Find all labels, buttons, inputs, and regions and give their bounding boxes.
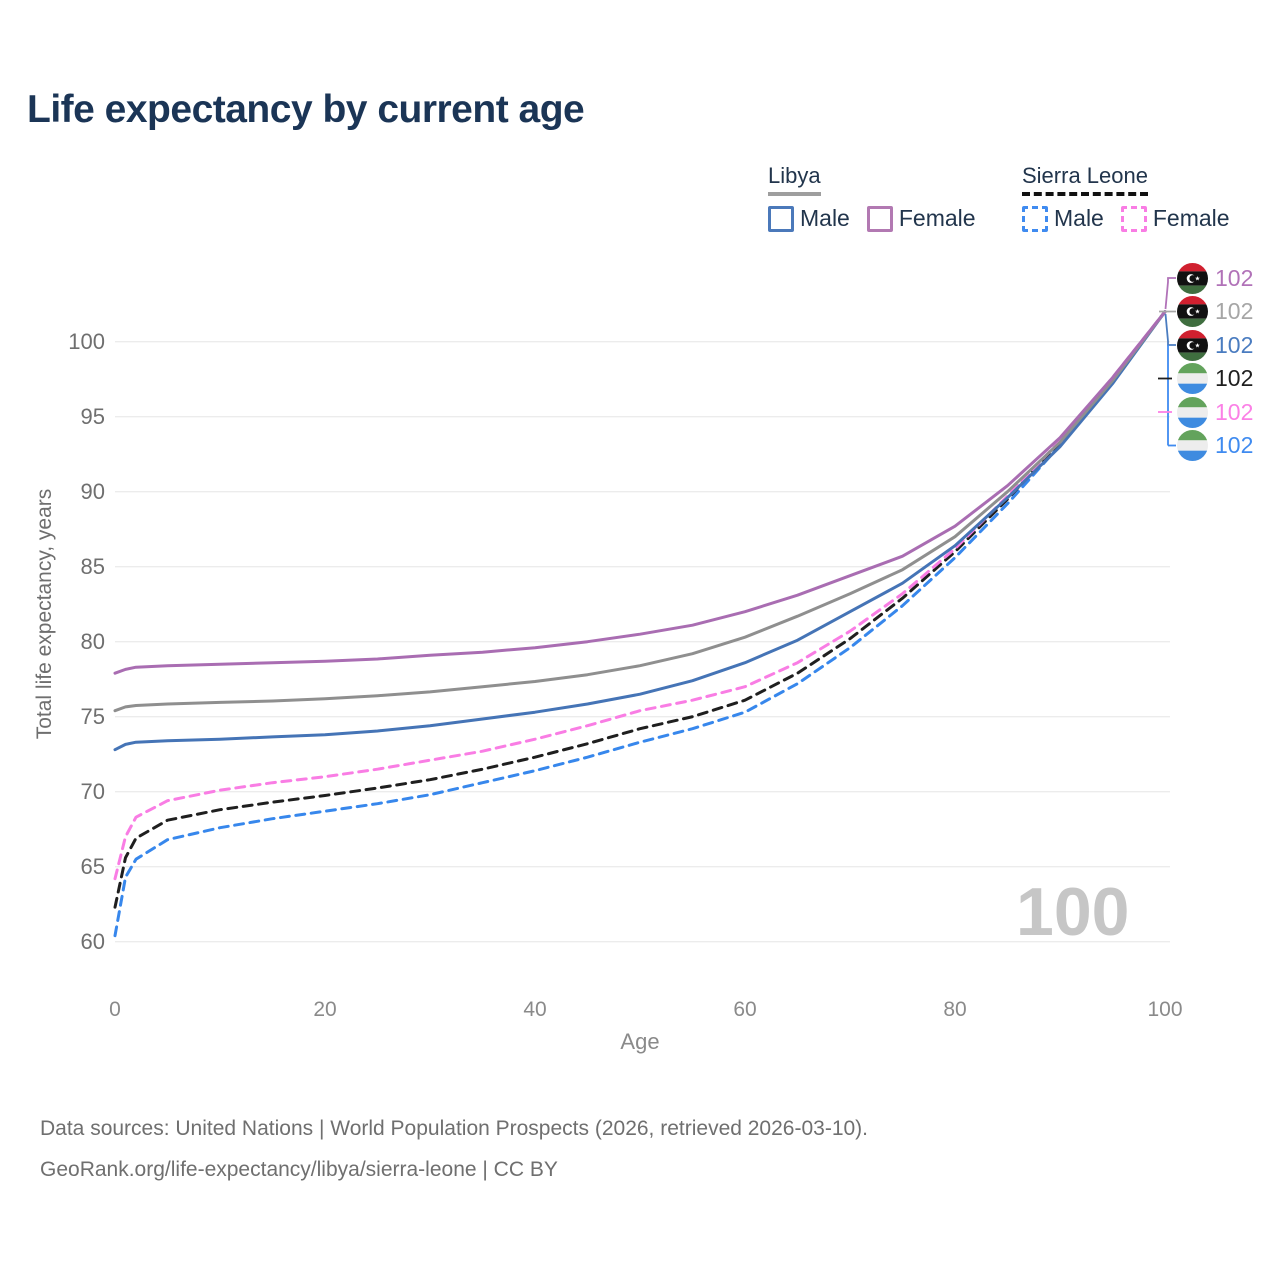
sierra-leone-flag-icon [1177, 430, 1208, 461]
y-tick-label: 95 [80, 403, 105, 429]
series-line-libya-male[interactable] [113, 310, 1167, 752]
end-label-row-sierra-leone-female[interactable]: 102 [1177, 396, 1254, 428]
legend-group-libya: Libya Male Female [768, 163, 976, 232]
sierra-leone-flag-icon [1177, 363, 1208, 394]
legend-sierra-leone-header[interactable]: Sierra Leone [1022, 163, 1148, 196]
x-tick-label: 60 [733, 998, 757, 1021]
x-tick-label: 40 [523, 998, 547, 1021]
y-axis-title: Total life expectancy, years [33, 488, 56, 740]
libya-female-swatch-icon[interactable] [866, 205, 893, 232]
end-label-row-sierra-leone[interactable]: 102 [1177, 363, 1253, 394]
series-line-sierra-leone[interactable] [113, 310, 1167, 909]
x-tick-label: 80 [943, 998, 967, 1021]
sierra-leone-male-swatch-icon[interactable] [1022, 205, 1048, 232]
end-label-value: 102 [1215, 398, 1254, 425]
end-label-row-libya-male[interactable]: 102 [1177, 329, 1254, 361]
series-line-libya[interactable] [113, 310, 1167, 713]
end-label-connector [1164, 313, 1176, 346]
legend-group-sierra-leone: Sierra Leone Male Female [1022, 163, 1230, 232]
end-label-value: 102 [1215, 331, 1254, 358]
libya-flag-icon [1177, 262, 1208, 294]
sierra-leone-female-swatch-icon[interactable] [1120, 205, 1147, 232]
end-label-value: 102 [1215, 264, 1254, 291]
end-label-row-libya-female[interactable]: 102 [1177, 262, 1254, 294]
end-label-value: 102 [1215, 298, 1254, 324]
end-label-value: 102 [1215, 432, 1254, 458]
end-label-connector [1164, 277, 1176, 310]
y-tick-label: 85 [80, 553, 105, 579]
sierra-leone-flag-icon [1177, 396, 1208, 428]
footer-sources: Data sources: United Nations | World Pop… [40, 1117, 869, 1140]
y-tick-label: 90 [80, 478, 105, 504]
series-line-libya-female[interactable] [113, 310, 1167, 675]
libya-flag-icon [1177, 296, 1208, 327]
x-tick-label: 0 [109, 998, 121, 1021]
y-tick-label: 80 [80, 628, 105, 654]
series-line-sierra-leone-female[interactable] [113, 310, 1167, 881]
libya-male-label[interactable]: Male [800, 205, 850, 231]
age-watermark: 100 [1016, 874, 1130, 950]
libya-female-label[interactable]: Female [898, 205, 976, 231]
y-tick-label: 70 [80, 778, 105, 804]
y-tick-label: 60 [80, 928, 105, 954]
end-label-row-libya[interactable]: 102 [1177, 296, 1253, 327]
sierra-leone-female-label[interactable]: Female [1152, 205, 1230, 231]
end-label-value: 102 [1215, 365, 1254, 391]
legend-row-sierra-leone: Male Female [1022, 205, 1230, 232]
legend-libya-header[interactable]: Libya [768, 163, 821, 196]
y-tick-label: 65 [80, 853, 105, 879]
x-tick-label: 100 [1147, 998, 1183, 1021]
end-label-row-sierra-leone-male[interactable]: 102 [1177, 430, 1253, 461]
libya-male-swatch-icon[interactable] [768, 205, 794, 232]
sierra-leone-male-label[interactable]: Male [1054, 205, 1104, 231]
series-line-sierra-leone-male[interactable] [113, 310, 1167, 938]
libya-flag-icon [1177, 329, 1208, 361]
y-tick-label: 100 [68, 328, 105, 354]
x-tick-label: 20 [313, 998, 337, 1021]
footer: Data sources: United Nations | World Pop… [40, 1108, 868, 1190]
page-title: Life expectancy by current age [27, 88, 585, 131]
footer-link: GeoRank.org/life-expectancy/libya/sierra… [40, 1158, 558, 1181]
x-axis-title: Age [620, 1029, 660, 1054]
legend-row-libya: Male Female [768, 205, 976, 232]
y-tick-label: 75 [80, 703, 105, 729]
